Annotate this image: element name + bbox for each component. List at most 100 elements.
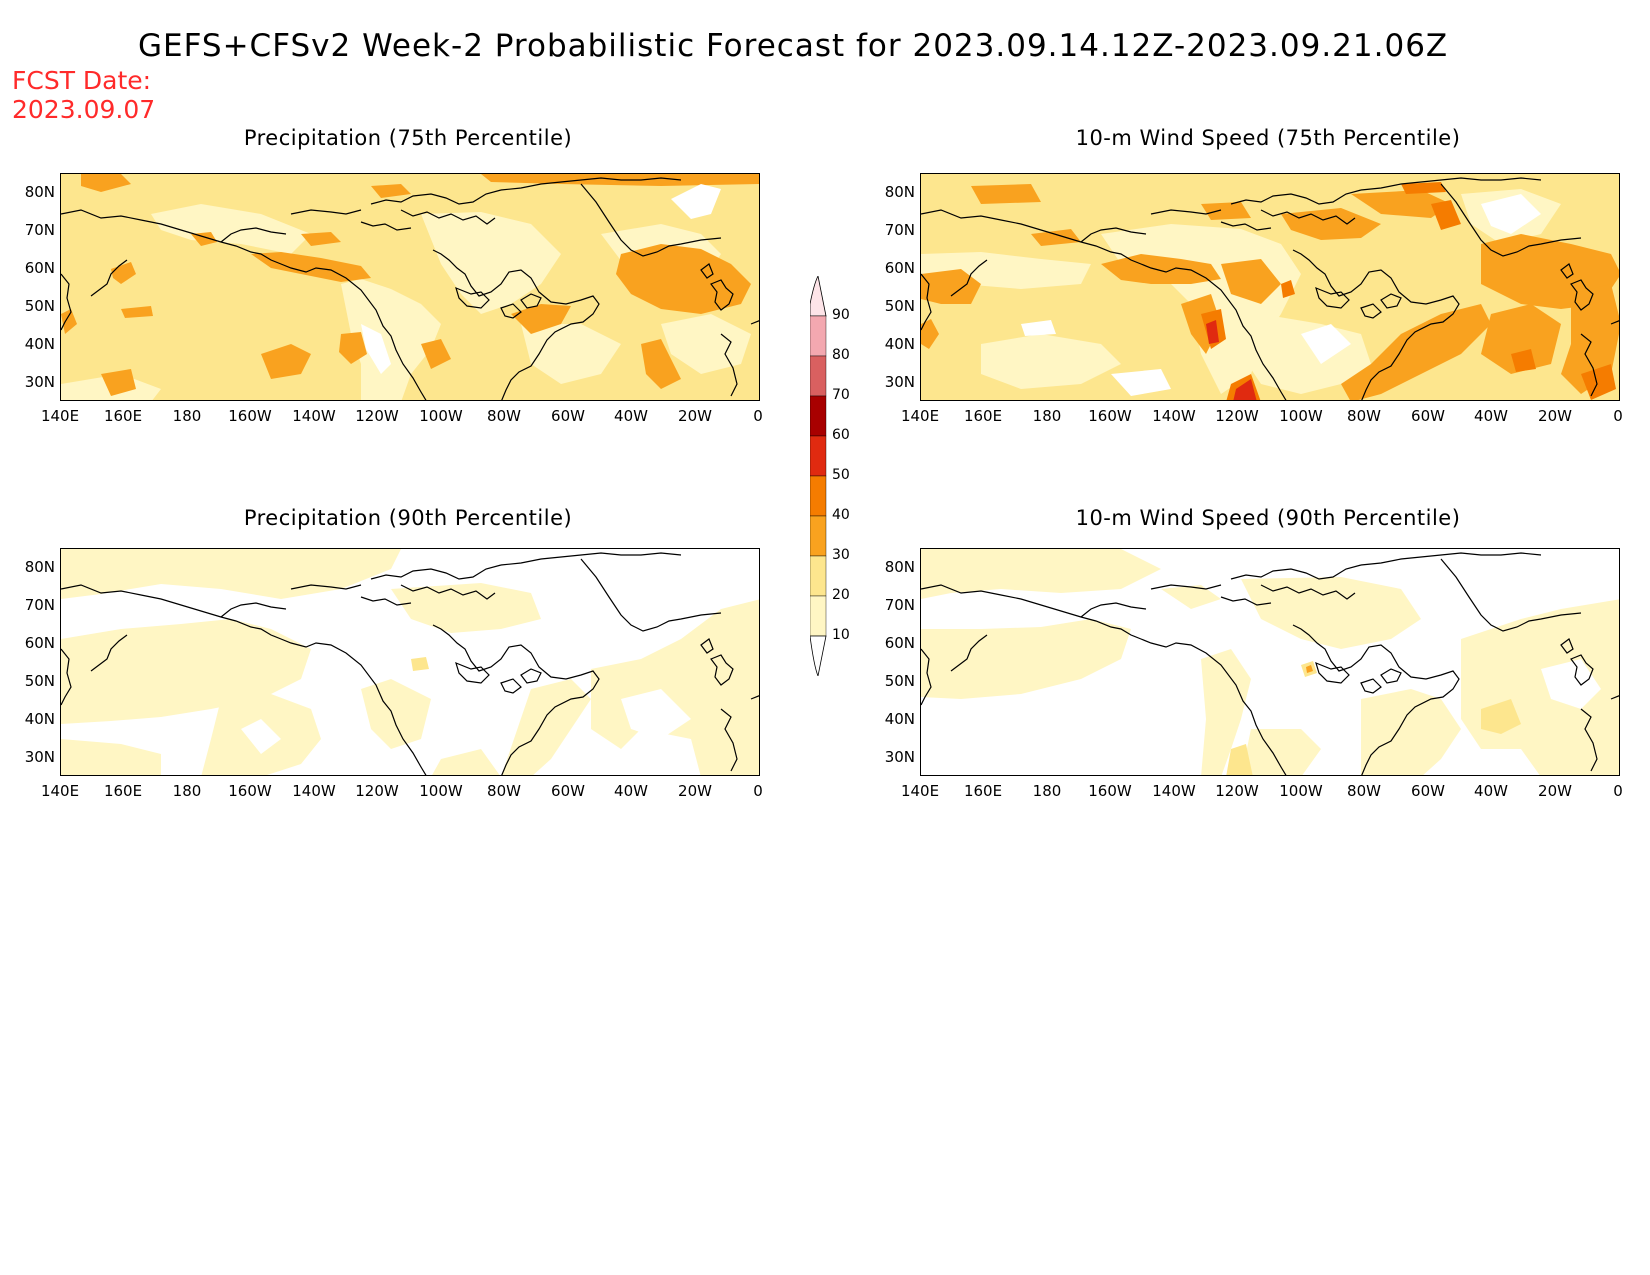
probability-contour-white <box>1481 194 1541 234</box>
lon-tick-label: 140E <box>900 407 940 425</box>
probability-contour-c10 <box>921 549 1161 599</box>
coastline <box>921 273 932 331</box>
lon-tick-label: 160E <box>103 782 143 800</box>
probability-contour-c30 <box>81 174 131 192</box>
probability-contour-c10 <box>1361 689 1461 775</box>
lon-tick-label: 140W <box>292 407 336 425</box>
probability-contour-c40 <box>1281 280 1295 298</box>
lon-tick-label: 80W <box>487 407 521 425</box>
colorbar-level-label: 80 <box>832 347 850 363</box>
coastline <box>520 293 542 309</box>
coastline <box>1260 584 1356 600</box>
colorbar-segment <box>809 555 827 597</box>
coastline <box>400 209 496 225</box>
probability-contour-white <box>361 324 391 374</box>
probability-contour-c30 <box>921 269 981 304</box>
coastline <box>1292 249 1460 400</box>
probability-contour-c10 <box>1161 585 1221 609</box>
probability-contour-c50 <box>1206 320 1219 344</box>
lat-tick-label: 30N <box>884 748 915 766</box>
coastline <box>1560 638 1574 654</box>
coastline <box>220 602 287 618</box>
coastline <box>400 584 496 600</box>
map-panel-wind-75 <box>920 173 1620 401</box>
probability-contour-c10 <box>1241 577 1421 649</box>
probability-contour-c30 <box>121 306 153 318</box>
probability-contour-white <box>1111 369 1171 396</box>
lat-tick-label: 70N <box>884 596 915 614</box>
lat-tick-label: 60N <box>24 259 55 277</box>
coastline <box>950 259 988 297</box>
lat-tick-label: 50N <box>884 297 915 315</box>
probability-contour-c10 <box>361 679 431 749</box>
lat-tick-label: 60N <box>884 259 915 277</box>
lat-tick-label: 50N <box>884 672 915 690</box>
lat-tick-label: 80N <box>884 558 915 576</box>
coastline <box>1360 177 1542 191</box>
lon-tick-label: 160W <box>1088 782 1132 800</box>
coastline <box>1150 209 1222 215</box>
coastline <box>1440 558 1582 632</box>
lon-tick-label: 160W <box>1088 407 1132 425</box>
coastline <box>1610 695 1619 700</box>
coastline <box>1570 654 1594 686</box>
colorbar-graphic <box>809 274 827 678</box>
colorbar <box>809 274 850 680</box>
coastline <box>520 668 542 684</box>
probability-contour-c30 <box>301 232 341 246</box>
lon-tick-label: 0 <box>753 407 763 425</box>
coastline <box>580 183 722 257</box>
coastline <box>1360 552 1542 566</box>
coastline <box>1080 227 1147 243</box>
lon-tick-label: 20W <box>1538 407 1572 425</box>
panel-title-wind-90: 10-m Wind Speed (90th Percentile) <box>1075 506 1461 530</box>
coastline <box>61 584 427 775</box>
probability-contour-c30 <box>616 244 751 314</box>
lon-tick-label: 80W <box>1347 407 1381 425</box>
lat-tick-label: 30N <box>24 748 55 766</box>
coastline <box>750 695 759 700</box>
coastline <box>1360 303 1382 319</box>
lon-tick-label: 160E <box>963 782 1003 800</box>
probability-contour-c30 <box>261 344 311 379</box>
coastline <box>921 584 1287 775</box>
lon-tick-label: 120W <box>1215 407 1259 425</box>
coastline <box>500 303 522 319</box>
lat-tick-label: 60N <box>24 634 55 652</box>
panel-title-precip-75: Precipitation (75th Percentile) <box>243 126 573 150</box>
probability-contour-c10 <box>151 204 311 254</box>
colorbar-top-extension <box>809 274 827 317</box>
coastline <box>1570 279 1594 311</box>
probability-contour-white <box>241 719 281 754</box>
probability-contour-c10 <box>1201 649 1251 775</box>
lon-tick-label: 140E <box>900 782 940 800</box>
probability-contour-c10 <box>521 324 621 384</box>
lon-tick-label: 100W <box>1279 782 1323 800</box>
coastline <box>1560 263 1574 279</box>
probability-contour-c40 <box>1401 182 1446 194</box>
probability-contour-c10 <box>501 679 591 775</box>
probability-contour-white <box>1021 320 1056 336</box>
lon-tick-label: 120W <box>355 782 399 800</box>
coastline <box>1315 286 1350 309</box>
lat-tick-label: 70N <box>24 221 55 239</box>
lon-tick-label: 40W <box>614 782 648 800</box>
coastline <box>500 552 682 566</box>
probability-contour-c10 <box>432 749 500 775</box>
lon-tick-label: 180 <box>172 782 202 800</box>
probability-contour-c40 <box>1431 200 1461 230</box>
coastline <box>700 263 714 279</box>
coastline <box>500 177 682 191</box>
coastline <box>720 333 738 397</box>
coastline <box>580 558 722 632</box>
page-title: GEFS+CFSv2 Week-2 Probabilistic Forecast… <box>138 28 1449 64</box>
lat-tick-label: 80N <box>24 183 55 201</box>
lon-tick-label: 40W <box>614 407 648 425</box>
probability-contour-c30 <box>101 369 136 396</box>
probability-contour-c30 <box>1221 259 1281 304</box>
lon-tick-label: 160E <box>103 407 143 425</box>
coastline <box>61 209 427 400</box>
lat-tick-label: 80N <box>884 183 915 201</box>
colorbar-segment <box>809 395 827 437</box>
map-panel-wind-90 <box>920 548 1620 776</box>
